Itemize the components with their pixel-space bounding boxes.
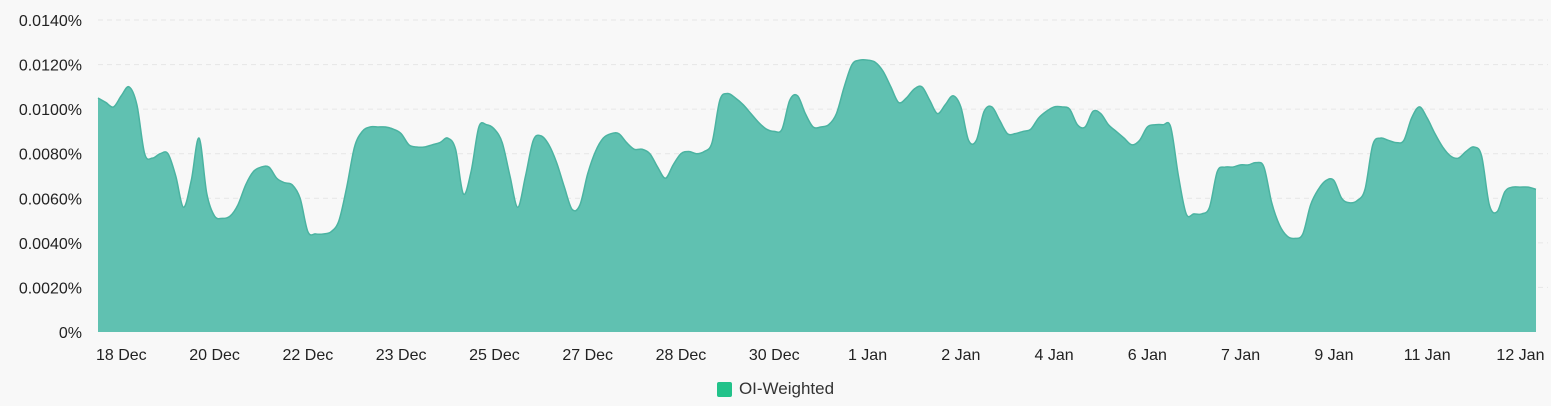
area-series (97, 58, 1537, 332)
x-tick-label: 20 Dec (189, 347, 240, 364)
x-tick-label: 1 Jan (848, 347, 887, 364)
x-tick-label: 2 Jan (941, 347, 980, 364)
y-tick-label: 0.0100% (19, 102, 82, 119)
x-tick-label: 27 Dec (562, 347, 613, 364)
legend[interactable]: OI-Weighted (0, 377, 1551, 401)
x-tick-label: 7 Jan (1221, 347, 1260, 364)
y-tick-label: 0.0080% (19, 147, 82, 164)
series-line-oi-weighted (97, 58, 1537, 240)
y-tick-label: 0.0120% (19, 58, 82, 75)
legend-label: OI-Weighted (738, 379, 835, 398)
x-tick-label: 22 Dec (283, 347, 334, 364)
y-tick-label: 0.0040% (19, 236, 82, 253)
y-tick-label: 0.0140% (19, 13, 82, 30)
x-tick-label: 18 Dec (96, 347, 147, 364)
x-tick-label: 6 Jan (1128, 347, 1167, 364)
x-tick-label: 30 Dec (749, 347, 800, 364)
y-tick-label: 0% (59, 325, 82, 342)
series-area-oi-weighted[interactable] (98, 59, 1536, 332)
x-tick-label: 9 Jan (1314, 347, 1353, 364)
x-tick-label: 28 Dec (656, 347, 707, 364)
x-tick-label: 4 Jan (1035, 347, 1074, 364)
chart-plot: coinglass 0%0.0020%0.0040%0.0060%0.0080%… (19, 13, 1548, 364)
y-tick-label: 0.0020% (19, 280, 82, 297)
y-tick-label: 0.0060% (19, 191, 82, 208)
x-tick-label: 11 Jan (1404, 347, 1451, 364)
x-tick-label: 12 Jan (1496, 347, 1544, 364)
y-axis-labels: 0% 0.0020% 0.0040% 0.0060% 0.0080% 0.0100% 0.0… (19, 13, 82, 342)
x-tick-label: 25 Dec (469, 347, 520, 364)
legend-swatch (716, 381, 732, 397)
x-tick-label: 23 Dec (376, 347, 427, 364)
x-axis-labels: 18 Dec 20 Dec 22 Dec 23 Dec 25 Dec 27 Dec 28 D… (96, 347, 1545, 364)
